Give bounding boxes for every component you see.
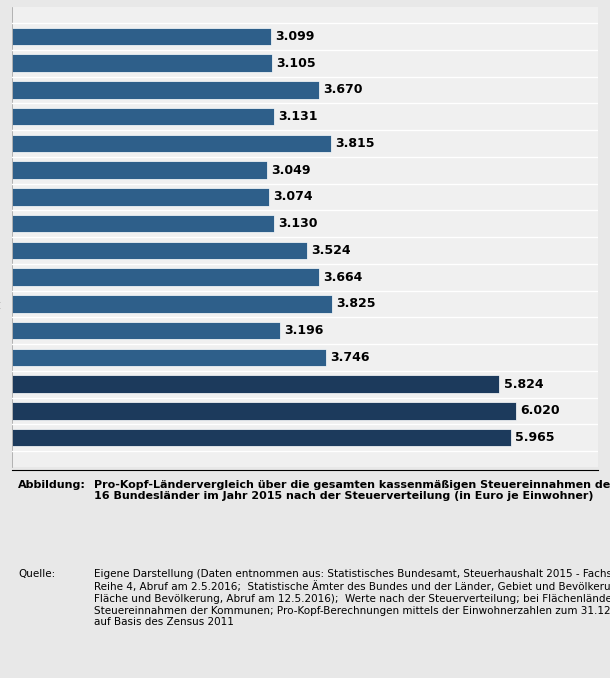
Bar bbox=[12, 322, 279, 340]
Bar bbox=[12, 108, 274, 125]
Text: 3.746: 3.746 bbox=[330, 351, 369, 364]
Bar bbox=[12, 81, 319, 98]
Text: 3.825: 3.825 bbox=[336, 298, 376, 311]
Text: 5.824: 5.824 bbox=[504, 378, 544, 391]
Bar bbox=[12, 161, 267, 179]
Text: Pro-Kopf-Ländervergleich über die gesamten kassenmäßigen Steuereinnahmen der
16 : Pro-Kopf-Ländervergleich über die gesamt… bbox=[94, 480, 610, 502]
Text: 5.965: 5.965 bbox=[515, 431, 555, 444]
Bar bbox=[12, 135, 331, 152]
Text: Eigene Darstellung (Daten entnommen aus: Statistisches Bundesamt, Steuerhaushalt: Eigene Darstellung (Daten entnommen aus:… bbox=[94, 569, 610, 627]
Text: Quelle:: Quelle: bbox=[18, 569, 56, 578]
Bar bbox=[12, 54, 272, 72]
Bar bbox=[12, 268, 318, 286]
Bar bbox=[12, 376, 500, 393]
Bar bbox=[12, 402, 516, 420]
Bar bbox=[12, 348, 326, 366]
Text: 3.196: 3.196 bbox=[284, 324, 323, 337]
Bar bbox=[12, 28, 271, 45]
Text: 3.670: 3.670 bbox=[323, 83, 363, 96]
Text: 3.524: 3.524 bbox=[311, 244, 351, 257]
Text: 3.664: 3.664 bbox=[323, 271, 362, 283]
Text: 3.049: 3.049 bbox=[271, 163, 311, 177]
Text: 3.099: 3.099 bbox=[276, 30, 315, 43]
Text: 6.020: 6.020 bbox=[520, 404, 559, 418]
Text: 3.815: 3.815 bbox=[336, 137, 375, 150]
Text: 3.131: 3.131 bbox=[278, 110, 318, 123]
Bar bbox=[12, 188, 270, 205]
Bar bbox=[12, 242, 307, 259]
Text: 3.074: 3.074 bbox=[273, 191, 313, 203]
Text: 3.105: 3.105 bbox=[276, 57, 316, 70]
Bar bbox=[12, 215, 274, 233]
Bar bbox=[12, 429, 511, 446]
Bar bbox=[12, 295, 332, 313]
Text: Abbildung:: Abbildung: bbox=[18, 480, 86, 490]
Text: 3.130: 3.130 bbox=[278, 217, 318, 230]
